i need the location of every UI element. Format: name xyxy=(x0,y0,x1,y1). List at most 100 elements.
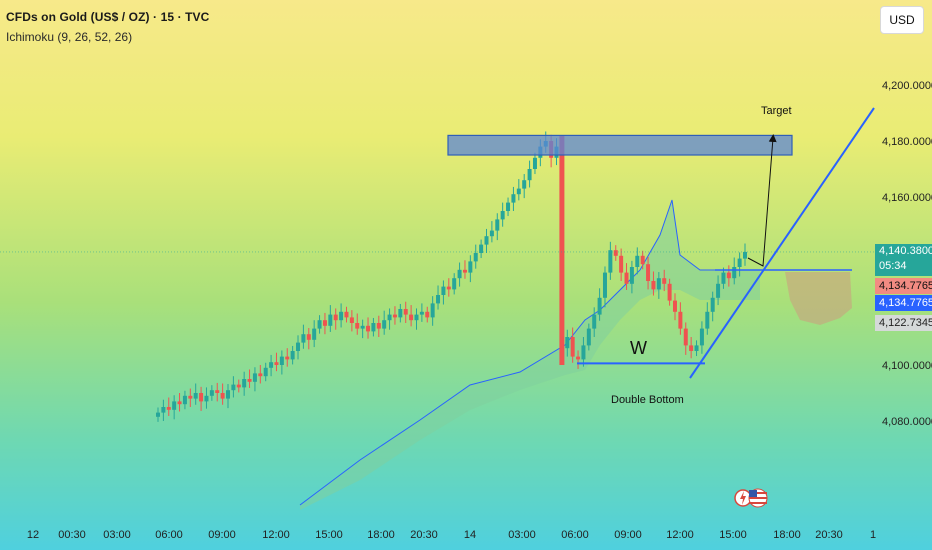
target-label: Target xyxy=(761,105,792,117)
candle-body xyxy=(182,395,187,405)
candle-body xyxy=(172,401,177,410)
candle-body xyxy=(231,384,236,391)
ichimoku-cloud-bullish xyxy=(300,200,760,510)
candle-body xyxy=(355,323,360,329)
candle-body xyxy=(349,317,354,323)
candle-body xyxy=(489,230,494,237)
candle-body xyxy=(333,314,338,321)
candle-body xyxy=(699,328,704,346)
candle-body xyxy=(274,362,279,365)
candle-body xyxy=(592,314,597,329)
candle-body xyxy=(166,407,171,410)
x-tick-label: 20:30 xyxy=(410,529,438,541)
candle-body xyxy=(430,303,435,318)
events-icons[interactable] xyxy=(734,487,774,509)
candle-body xyxy=(667,283,672,301)
candle-body xyxy=(516,188,521,195)
candle-body xyxy=(161,407,166,413)
candle-body xyxy=(473,253,478,262)
x-tick-label: 12:00 xyxy=(262,529,290,541)
x-tick-label: 15:00 xyxy=(315,529,343,541)
candle-body xyxy=(366,325,371,332)
candle-body xyxy=(613,250,618,256)
y-tick-label: 4,200.0000 xyxy=(882,80,932,92)
candle-body xyxy=(242,379,247,388)
rising-trendline[interactable] xyxy=(689,107,875,379)
x-tick-label: 18:00 xyxy=(773,529,801,541)
x-tick-label: 15:00 xyxy=(719,529,747,541)
candle-body xyxy=(726,272,731,279)
candle-body xyxy=(689,345,694,351)
candle-body xyxy=(247,379,252,382)
candle-body xyxy=(263,367,268,377)
candle-body xyxy=(436,295,441,304)
candle-body xyxy=(360,325,365,329)
tag-gray: 4,122.7345 xyxy=(875,315,932,331)
candle-body xyxy=(565,337,570,349)
x-tick-label: 09:00 xyxy=(614,529,642,541)
candle-body xyxy=(511,194,516,203)
double-bottom-label: Double Bottom xyxy=(611,394,684,406)
candle-body xyxy=(495,219,500,231)
candle-body xyxy=(624,272,629,284)
candle-body xyxy=(705,311,710,329)
ichimoku-span-line xyxy=(299,199,760,506)
resistance-zone[interactable] xyxy=(447,134,793,156)
candle-body xyxy=(532,157,537,169)
x-tick-label: 09:00 xyxy=(208,529,236,541)
candle-body xyxy=(322,320,327,326)
candle-body xyxy=(640,255,645,265)
candle-body xyxy=(683,328,688,346)
ichimoku-cloud-bearish xyxy=(785,272,852,325)
candle-body xyxy=(279,356,284,365)
tag-blue: 4,134.7765 xyxy=(875,295,932,311)
candle-body xyxy=(419,311,424,315)
y-tick-label: 4,180.0000 xyxy=(882,136,932,148)
indicator-label[interactable]: Ichimoku (9, 26, 52, 26) xyxy=(6,30,133,44)
x-tick-label: 12 xyxy=(27,529,39,541)
candle-body xyxy=(500,211,505,220)
candle-body xyxy=(619,255,624,273)
candle-body xyxy=(506,202,511,211)
candle-body xyxy=(581,345,586,360)
candle-body xyxy=(597,297,602,315)
candle-body xyxy=(269,362,274,368)
chart-header: CFDs on Gold (US$ / OZ) · 15 · TVC Ichim… xyxy=(6,10,209,44)
candle-body xyxy=(678,311,683,329)
candle-body xyxy=(398,309,403,318)
candle-body xyxy=(296,342,301,351)
candle-body xyxy=(317,320,322,329)
candle-body xyxy=(484,236,489,245)
candle-body xyxy=(522,180,527,189)
candle-body xyxy=(215,390,220,393)
candle-body xyxy=(301,334,306,343)
last-price-value: 4,140.3800 xyxy=(879,245,932,257)
candle-body xyxy=(602,272,607,298)
candle-body xyxy=(721,272,726,284)
candle-body xyxy=(252,373,257,382)
candle-body xyxy=(629,267,634,284)
candle-body xyxy=(527,169,532,181)
candle-body xyxy=(382,320,387,329)
tag-red: 4,134.7765 xyxy=(875,278,932,294)
symbol-title[interactable]: CFDs on Gold (US$ / OZ) · 15 · TVC xyxy=(6,10,210,24)
candle-body xyxy=(441,286,446,295)
candle-body xyxy=(586,328,591,346)
candle-body xyxy=(209,390,214,396)
candle-body xyxy=(694,345,699,351)
x-tick-label: 14 xyxy=(464,529,476,541)
target-projection-arrow[interactable] xyxy=(747,134,777,267)
candle-body xyxy=(570,337,575,357)
y-tick-label: 4,080.0000 xyxy=(882,416,932,428)
candle-body xyxy=(737,258,742,267)
y-tick-label: 4,160.0000 xyxy=(882,192,932,204)
last-price-tag: 4,140.3800 05:34 xyxy=(875,244,932,276)
candle-body xyxy=(414,314,419,321)
candle-body xyxy=(409,314,414,321)
candle-body xyxy=(258,373,263,377)
candle-body xyxy=(457,269,462,279)
candle-body xyxy=(651,281,656,290)
currency-button[interactable]: USD xyxy=(880,6,924,34)
candle-body xyxy=(204,395,209,402)
